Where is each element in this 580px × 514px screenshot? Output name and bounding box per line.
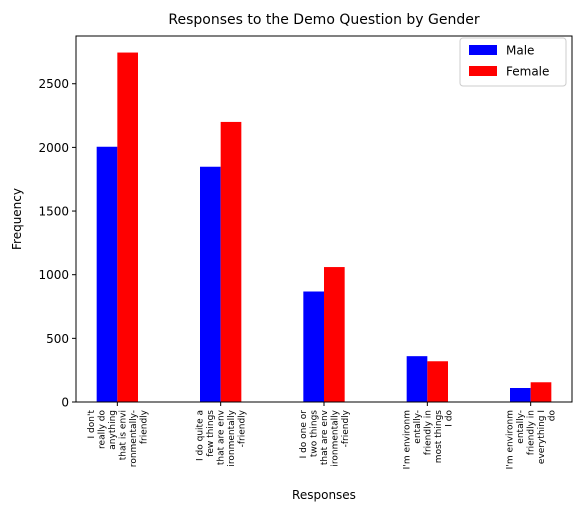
x-tick-label-line: few things <box>206 410 216 457</box>
y-tick-label: 1500 <box>38 205 69 219</box>
x-tick-label-line: two things <box>310 410 320 457</box>
x-tick-label-line: friendly in <box>423 410 433 455</box>
bar-female-4 <box>427 361 448 402</box>
y-tick-label: 2000 <box>38 141 69 155</box>
x-tick-label-line: that are env <box>320 409 330 465</box>
x-tick-label-line: entally- <box>413 410 423 444</box>
plot-frame <box>75 35 573 403</box>
x-tick-label-3: I do one or two things that are env ironmen… <box>299 409 351 466</box>
x-tick-label-line: most things <box>434 410 444 464</box>
x-tick-label-2: I do quite a few things that are env ironme… <box>196 409 248 466</box>
x-tick-label-line: I'm environm <box>506 410 516 469</box>
y-tick-label: 2500 <box>38 77 69 91</box>
x-tick-label-line: ironmentally <box>331 409 341 466</box>
x-tick-label-line: that are env <box>217 409 227 465</box>
x-tick-label-line: do <box>548 410 558 422</box>
plot-area: 0 500 1000 1500 2000 2500 I don't really do any… <box>38 35 573 469</box>
bar-male-5 <box>510 387 531 402</box>
x-tick-label-4: I'm environm entally-friendly in most thin… <box>402 410 454 470</box>
bar-female-3 <box>324 267 345 402</box>
x-tick-label-line: I do one or <box>299 410 309 459</box>
legend-swatch-female <box>469 66 497 76</box>
bar-male-1 <box>96 146 118 402</box>
x-tick-label-line: everything I <box>537 410 547 464</box>
x-tick-label-line: I do <box>444 410 454 427</box>
x-tick-label-line: friendly <box>140 409 150 444</box>
x-tick-label-1: I don't really do anything that is envi ronm… <box>87 409 149 467</box>
legend-swatch-male <box>469 45 497 55</box>
x-tick-label-line: anything <box>108 410 118 450</box>
x-tick-label-line: that is envi <box>119 410 129 460</box>
bar-male-4 <box>406 356 428 402</box>
x-tick-label-5: I'm environm entally-friendly in everythin… <box>506 410 558 470</box>
legend-label-female: Female <box>506 65 549 79</box>
x-axis-label: Responses <box>292 488 356 502</box>
legend: Male Female <box>459 37 567 87</box>
bar-female-2 <box>220 121 242 403</box>
bar-female-5 <box>530 382 552 402</box>
x-tick-label-line: ronmentally- <box>129 410 139 467</box>
x-tick-label-line: -friendly <box>341 409 351 447</box>
bar-female-1 <box>117 52 138 403</box>
legend-label-male: Male <box>506 44 534 58</box>
bar-male-3 <box>303 291 324 402</box>
y-tick-label: 0 <box>61 396 69 410</box>
y-axis-label: Frequency <box>10 188 24 250</box>
x-tick-label-line: -friendly <box>238 409 248 447</box>
y-axis: 0 500 1000 1500 2000 2500 <box>38 77 76 410</box>
x-tick-label-line: ironmentally <box>227 409 237 466</box>
x-tick-label-line: I'm environm <box>402 410 412 469</box>
bars-group <box>96 52 552 403</box>
bar-male-2 <box>200 166 221 402</box>
x-tick-label-line: entally- <box>516 410 526 444</box>
x-tick-label-line: I don't <box>87 410 97 439</box>
x-tick-label-line: I do quite a <box>196 410 206 461</box>
x-tick-label-line: really do <box>98 410 108 449</box>
chart-title: Responses to the Demo Question by Gender <box>168 12 479 28</box>
y-tick-label: 1000 <box>38 268 69 282</box>
x-axis: I don't really do anything that is envi ronm… <box>87 402 558 469</box>
y-tick-label: 500 <box>46 332 69 346</box>
x-tick-label-line: friendly in <box>527 410 537 455</box>
